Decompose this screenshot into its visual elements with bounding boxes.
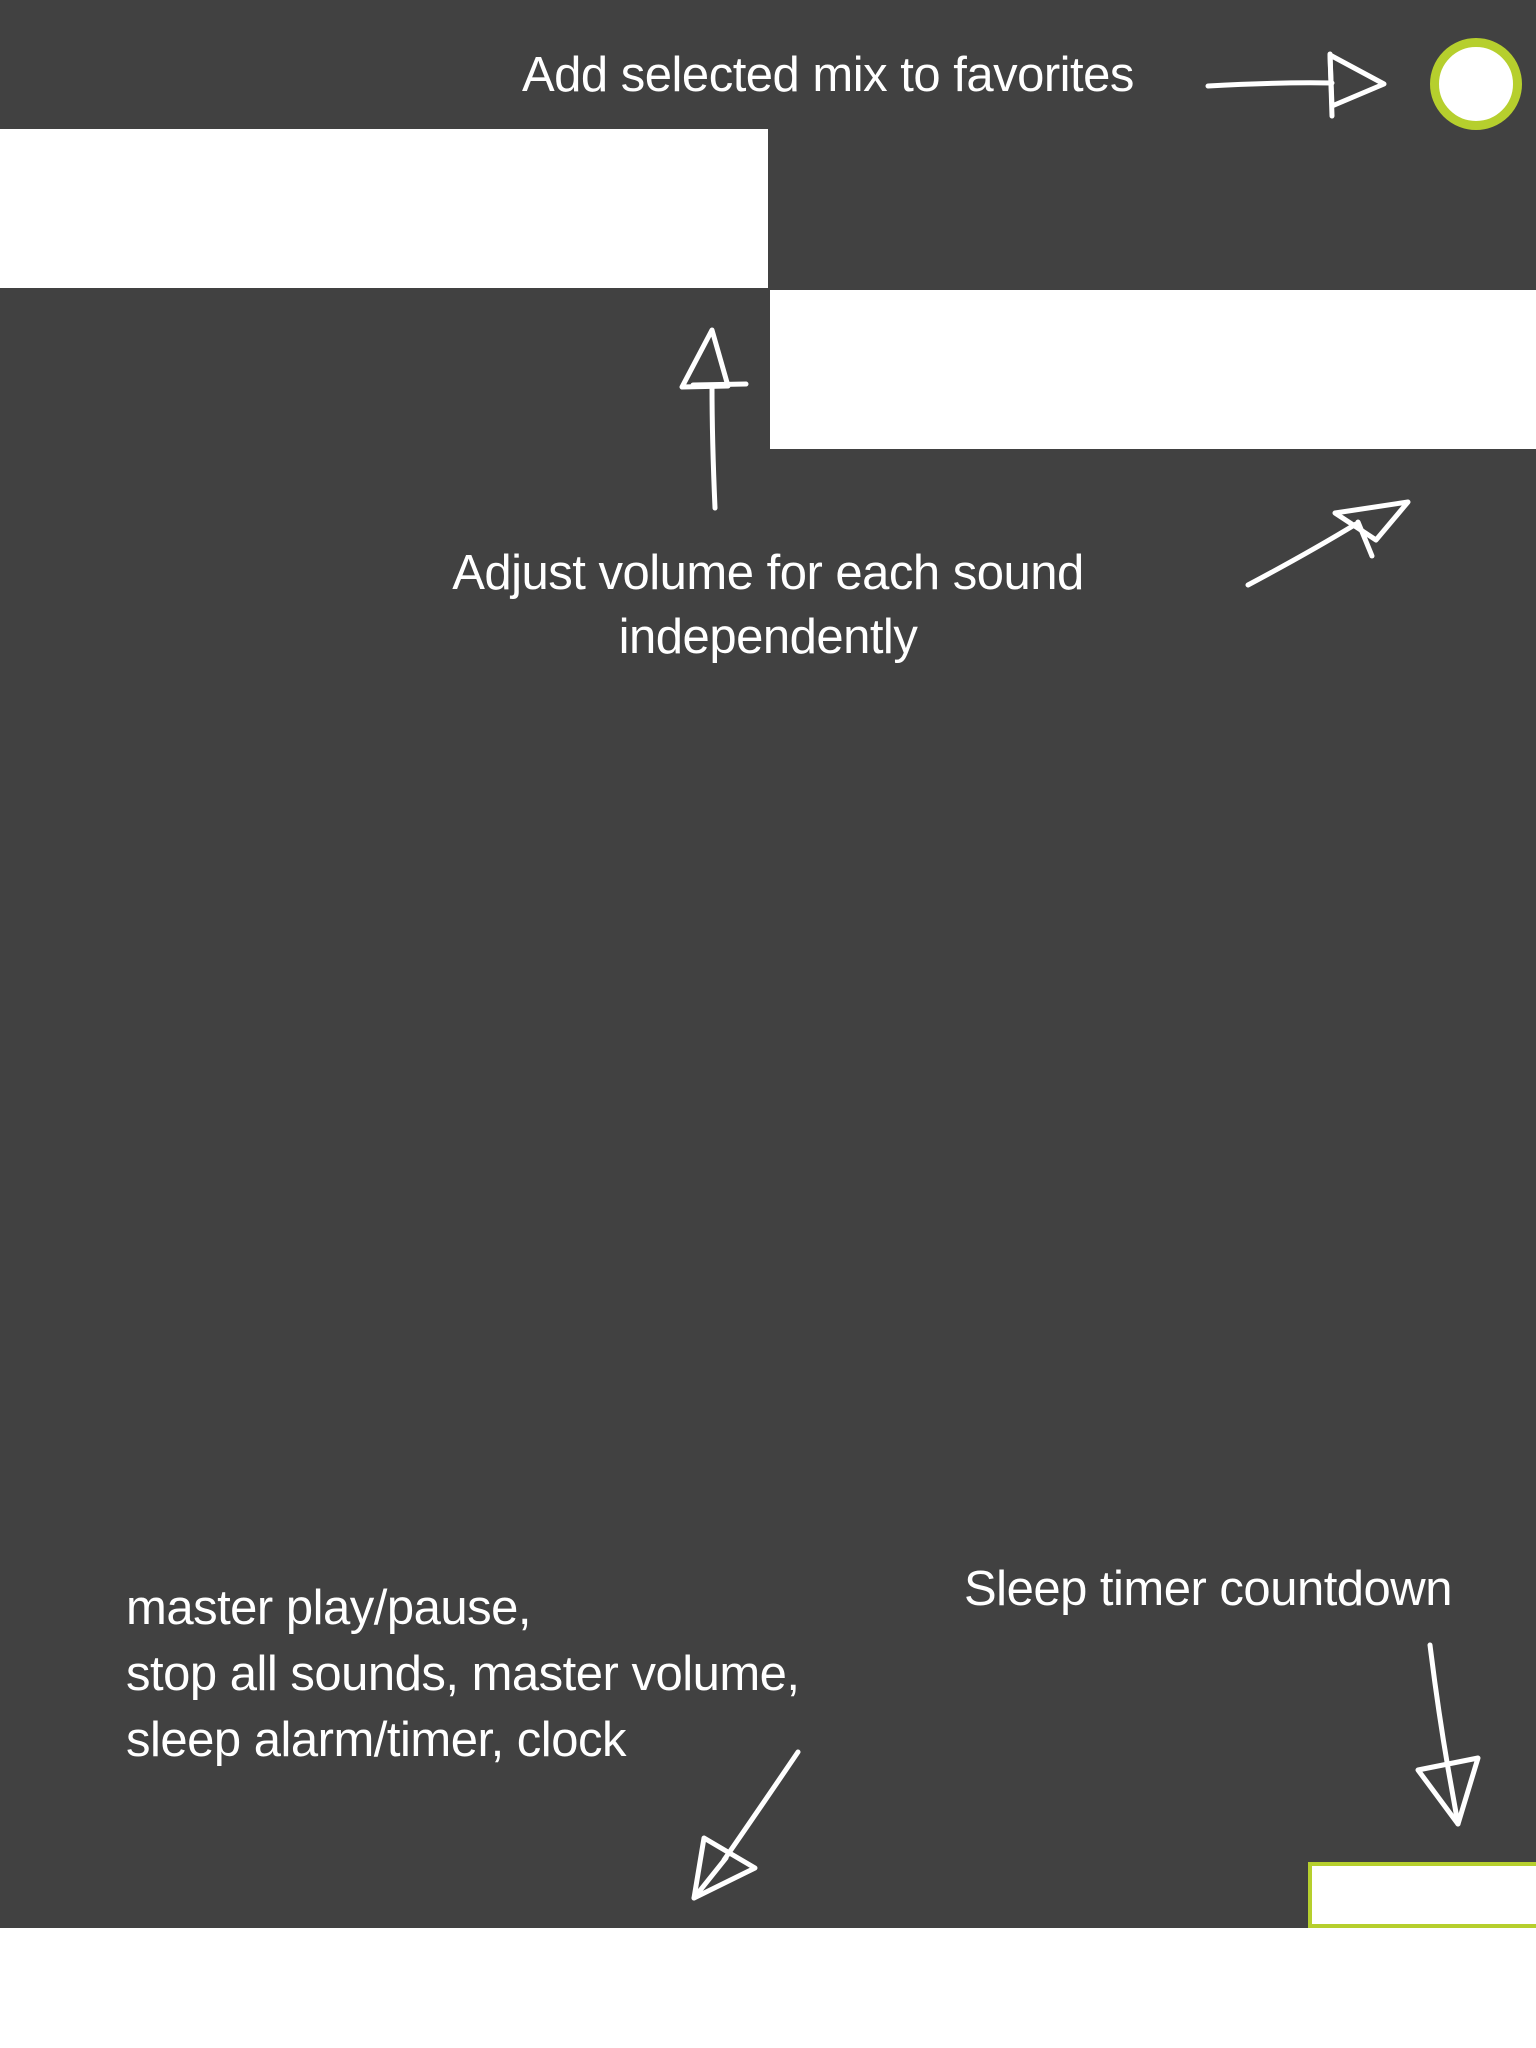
sound-volume-slot-left[interactable] [0,129,768,288]
master-hint-line-3: sleep alarm/timer, clock [126,1713,626,1767]
master-hint-line-1: master play/pause, [126,1581,531,1635]
sound-volume-slot-right[interactable] [770,290,1536,449]
master-hint-line-2: stop all sounds, master volume, [126,1647,800,1701]
sleep-timer-countdown-box[interactable] [1308,1862,1536,1928]
favorite-circle-icon[interactable] [1430,38,1522,130]
sleep-timer-hint-text: Sleep timer countdown [964,1562,1452,1616]
master-controls-hint-text: master play/pause, stop all sounds, mast… [126,1575,800,1773]
volume-hint-text: Adjust volume for each sound independent… [452,546,1084,664]
favorites-hint-text: Add selected mix to favorites [522,48,1134,102]
